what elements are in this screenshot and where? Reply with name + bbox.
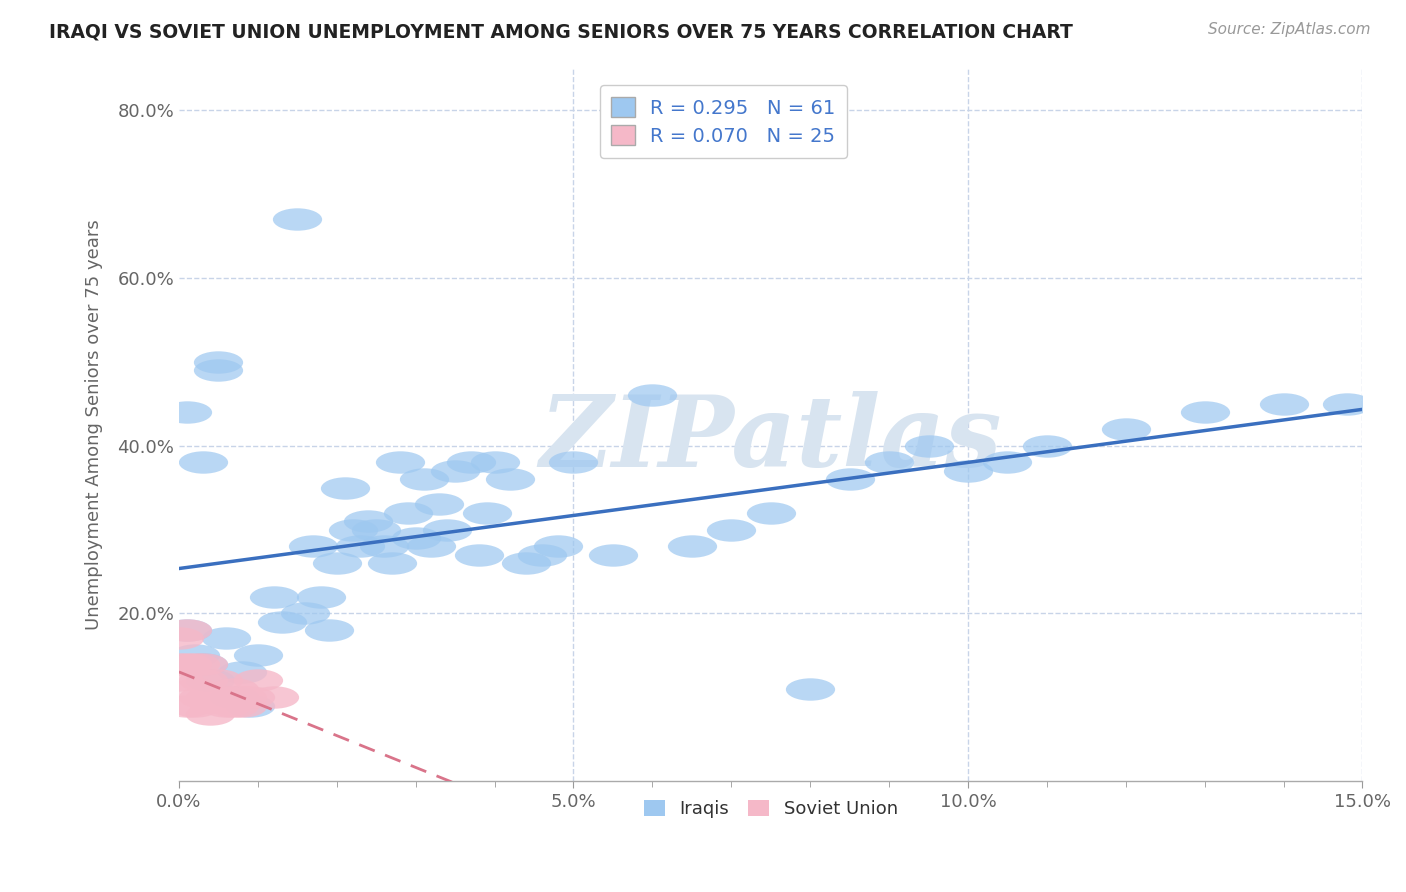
Point (917, 439, 939, 453)
Point (183, 657, 205, 671)
Point (997, 455, 1019, 469)
Point (1115, 422, 1137, 436)
Point (176, 698, 198, 713)
Point (263, 690, 285, 705)
Point (207, 673, 229, 688)
Point (427, 497, 450, 511)
Point (263, 590, 285, 604)
Point (562, 455, 585, 469)
Point (681, 539, 703, 553)
Point (215, 632, 238, 646)
Point (231, 698, 253, 713)
Point (207, 690, 229, 705)
Text: ZIPatlas: ZIPatlas (540, 391, 1002, 487)
Point (325, 556, 347, 570)
Point (239, 690, 262, 705)
Point (720, 523, 742, 537)
Point (207, 363, 229, 377)
Point (309, 590, 332, 604)
Point (799, 681, 821, 696)
Point (167, 632, 190, 646)
Point (191, 455, 214, 469)
Point (468, 548, 491, 562)
Text: Source: ZipAtlas.com: Source: ZipAtlas.com (1208, 22, 1371, 37)
Point (436, 523, 458, 537)
Point (285, 212, 308, 227)
Point (405, 531, 427, 545)
Point (167, 657, 190, 671)
Point (183, 681, 205, 696)
Point (484, 455, 506, 469)
Point (515, 556, 537, 570)
Point (183, 648, 205, 663)
Point (388, 455, 411, 469)
Point (838, 472, 860, 486)
Point (239, 698, 262, 713)
Point (1336, 397, 1358, 411)
Point (602, 548, 624, 562)
Point (349, 539, 371, 553)
Point (641, 388, 664, 402)
Point (200, 706, 222, 721)
Point (294, 607, 316, 621)
Point (333, 481, 356, 495)
Legend: Iraqis, Soviet Union: Iraqis, Soviet Union (637, 793, 905, 825)
Point (176, 623, 198, 637)
Point (373, 539, 395, 553)
Point (224, 690, 246, 705)
Point (183, 698, 205, 713)
Point (357, 514, 380, 528)
Point (224, 698, 246, 713)
Point (1272, 397, 1295, 411)
Point (956, 464, 979, 478)
Point (231, 690, 253, 705)
Point (759, 506, 782, 520)
Point (215, 690, 238, 705)
Point (167, 673, 190, 688)
Point (191, 657, 214, 671)
Point (318, 623, 340, 637)
Point (499, 472, 522, 486)
Y-axis label: Unemployment Among Seniors over 75 years: Unemployment Among Seniors over 75 years (86, 219, 103, 630)
Point (191, 657, 214, 671)
Point (1036, 439, 1059, 453)
Point (200, 690, 222, 705)
Point (530, 548, 553, 562)
Point (444, 464, 467, 478)
Point (270, 615, 292, 629)
Point (176, 405, 198, 419)
Point (420, 539, 443, 553)
Point (191, 690, 214, 705)
Point (381, 556, 404, 570)
Point (207, 355, 229, 369)
Point (176, 623, 198, 637)
Point (246, 648, 269, 663)
Point (396, 506, 419, 520)
Point (1194, 405, 1216, 419)
Point (231, 665, 253, 679)
Point (547, 539, 569, 553)
Point (366, 523, 388, 537)
Point (224, 681, 246, 696)
Point (877, 455, 900, 469)
Point (200, 673, 222, 688)
Point (215, 698, 238, 713)
Point (475, 506, 498, 520)
Point (191, 673, 214, 688)
Point (460, 455, 482, 469)
Text: IRAQI VS SOVIET UNION UNEMPLOYMENT AMONG SENIORS OVER 75 YEARS CORRELATION CHART: IRAQI VS SOVIET UNION UNEMPLOYMENT AMONG… (49, 22, 1073, 41)
Point (246, 673, 269, 688)
Point (176, 657, 198, 671)
Point (412, 472, 434, 486)
Point (302, 539, 325, 553)
Point (342, 523, 364, 537)
